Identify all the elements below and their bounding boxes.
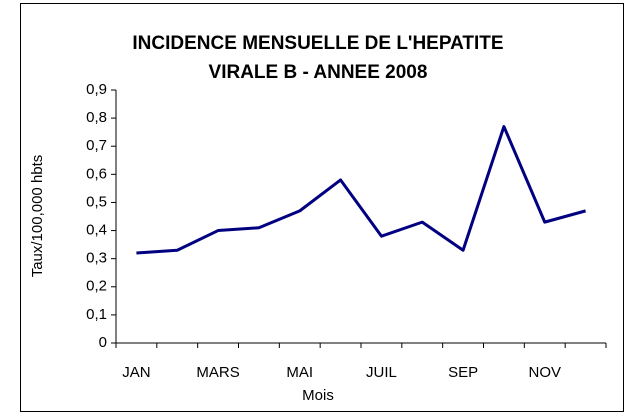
x-tick-label: JAN xyxy=(122,364,150,381)
x-tick-label: MARS xyxy=(196,364,239,381)
chart-title: INCIDENCE MENSUELLE DE L'HEPATITE xyxy=(132,33,503,54)
chart-title: VIRALE B - ANNEE 2008 xyxy=(209,62,428,83)
x-tick-label: MAI xyxy=(286,364,313,381)
y-tick-label: 0,4 xyxy=(86,222,107,239)
y-tick-label: 0,3 xyxy=(86,250,107,267)
y-tick-label: 0,5 xyxy=(86,193,107,210)
y-tick-label: 0,7 xyxy=(86,137,107,154)
y-tick-label: 0,9 xyxy=(86,81,107,98)
x-tick-label: JUIL xyxy=(366,364,397,381)
x-tick-label: SEP xyxy=(448,364,478,381)
data-line xyxy=(136,125,586,255)
y-axis-label: Taux/100,000 hbts xyxy=(29,155,46,278)
y-tick-label: 0,8 xyxy=(86,109,107,126)
y-tick-label: 0 xyxy=(99,334,107,351)
y-tick-label: 0,6 xyxy=(86,165,107,182)
x-tick-label: NOV xyxy=(528,364,561,381)
y-tick-label: 0,2 xyxy=(86,278,107,295)
y-tick-label: 0,1 xyxy=(86,306,107,323)
x-axis-label: Mois xyxy=(302,387,334,404)
